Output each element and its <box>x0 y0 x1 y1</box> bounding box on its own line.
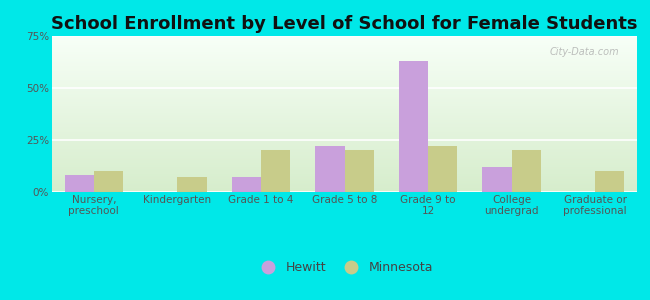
Bar <box>64 176 94 192</box>
Text: City-Data.com: City-Data.com <box>550 47 619 57</box>
Bar <box>595 171 625 192</box>
Bar <box>344 150 374 192</box>
Title: School Enrollment by Level of School for Female Students: School Enrollment by Level of School for… <box>51 15 638 33</box>
Bar <box>315 146 344 192</box>
Bar <box>428 146 458 192</box>
Bar <box>177 177 207 192</box>
Bar <box>399 61 428 192</box>
Legend: Hewitt, Minnesota: Hewitt, Minnesota <box>251 256 438 279</box>
Bar <box>512 150 541 192</box>
Bar <box>94 171 123 192</box>
Bar <box>482 167 512 192</box>
Bar <box>261 150 290 192</box>
Bar <box>231 177 261 192</box>
